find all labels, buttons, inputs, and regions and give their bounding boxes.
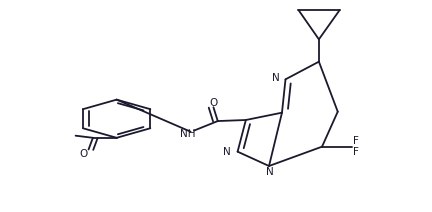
Text: F: F	[353, 147, 359, 157]
Text: N: N	[223, 147, 231, 157]
Text: F: F	[353, 136, 359, 146]
Text: O: O	[79, 149, 88, 159]
Text: N: N	[267, 167, 274, 177]
Text: O: O	[210, 98, 218, 108]
Text: NH: NH	[180, 129, 195, 139]
Text: N: N	[272, 73, 280, 83]
